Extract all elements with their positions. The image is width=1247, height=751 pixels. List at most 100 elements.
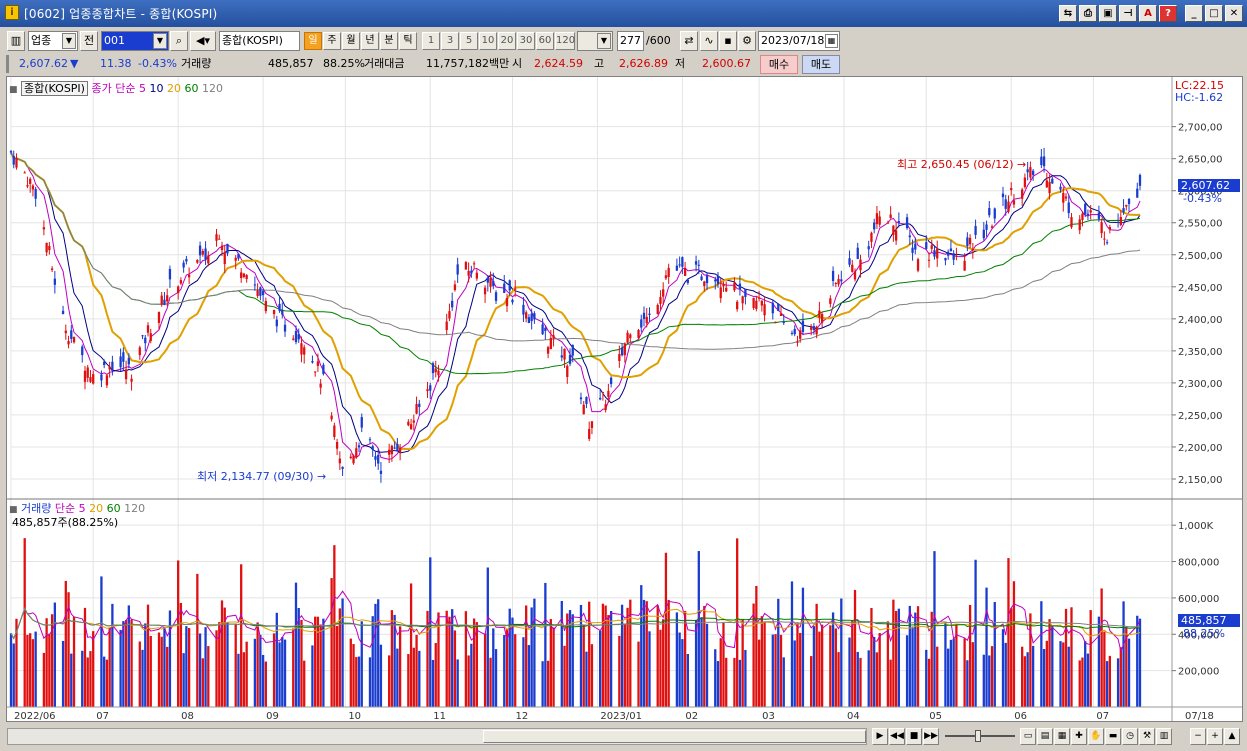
chevron-down-icon[interactable]: ▼ (62, 33, 76, 49)
candle-body (971, 249, 974, 251)
candle-body (1084, 203, 1087, 215)
sell-button[interactable]: 매도 (802, 55, 840, 74)
volume-bar (820, 624, 824, 707)
code-input[interactable]: 001 ▼ (101, 31, 169, 51)
compare-icon[interactable]: ⇄ (680, 31, 698, 51)
volume-bar (456, 659, 459, 707)
volume-bar (185, 626, 188, 707)
chevron-down-icon[interactable]: ▼ (597, 33, 611, 49)
candle-body (100, 374, 103, 381)
volume-bar (166, 646, 169, 707)
legend-symbol[interactable]: 종합(KOSPI) (21, 81, 88, 96)
rewind-button[interactable]: ◀◀ (889, 728, 905, 745)
candle-body (590, 421, 594, 429)
print-icon[interactable]: ⎙ (1079, 5, 1097, 22)
volume-bar (398, 626, 402, 707)
settings-gear-icon[interactable]: ⚙ (738, 31, 756, 51)
candle-body (642, 312, 646, 319)
interval-30[interactable]: 30 (517, 32, 535, 50)
ruler-icon[interactable]: ▬ (1105, 728, 1121, 745)
volume-bar (9, 633, 13, 707)
speaker-icon[interactable]: ◀▾ (190, 31, 216, 51)
calendar-icon[interactable]: ▦ (825, 34, 838, 48)
candle-body (245, 275, 248, 279)
forward-button[interactable]: ▶▶ (923, 728, 939, 745)
candle-body (31, 185, 35, 190)
interval-10[interactable]: 10 (479, 32, 497, 50)
zoom-in-icon[interactable]: + (1207, 728, 1223, 745)
grid-icon[interactable]: ▦ (1054, 728, 1070, 745)
volume-bar (245, 641, 248, 707)
chart-icon[interactable]: ▥ (1156, 728, 1172, 745)
candle-body (283, 324, 287, 332)
candle-body (103, 361, 106, 365)
maximize-button[interactable]: □ (1205, 5, 1223, 22)
volume-bar (83, 607, 87, 707)
hand-icon[interactable]: ✋ (1088, 728, 1104, 745)
y-tick-label: 800,000 (1178, 558, 1219, 569)
chart-area[interactable]: 2,700,00 2,650,00 2,600,00 2,550,00 2,500,00… (6, 76, 1243, 722)
interval-3[interactable]: 3 (441, 32, 459, 50)
buy-button[interactable]: 매수 (760, 55, 798, 74)
chart-canvas[interactable]: 2,700,00 2,650,00 2,600,00 2,550,00 2,500,00… (7, 77, 1242, 722)
y-tick-label: 2,500,00 (1178, 251, 1223, 262)
candle-body (15, 157, 18, 168)
candle-body (371, 446, 374, 450)
volume-bar (1119, 647, 1122, 707)
period-week[interactable]: 주 (323, 32, 341, 50)
crosshair-icon[interactable]: ✚ (1071, 728, 1087, 745)
volume-bar (393, 614, 396, 707)
count-input[interactable]: 277 (617, 31, 644, 51)
date-input[interactable]: 2023/07/18 ▦ (758, 31, 840, 51)
layout-icon[interactable]: ▤ (1037, 728, 1053, 745)
volume-bar (483, 633, 487, 707)
candle-body (870, 232, 873, 242)
volume-bar (111, 603, 114, 707)
candle-body (215, 234, 218, 241)
volume-bar (796, 622, 799, 707)
prev-button[interactable]: 전 (80, 31, 98, 51)
pin-icon[interactable]: ⊣ (1119, 5, 1137, 22)
candle-body (492, 280, 495, 287)
chart-type-icon[interactable]: ▥ (7, 31, 25, 51)
scrollbar-thumb[interactable] (483, 730, 866, 743)
period-year[interactable]: 년 (361, 32, 379, 50)
search-icon[interactable]: ⌕ (170, 31, 188, 51)
interval-20[interactable]: 20 (498, 32, 516, 50)
save-icon[interactable]: ▣ (1099, 5, 1117, 22)
volume-bar (988, 655, 991, 707)
interval-5[interactable]: 5 (460, 32, 478, 50)
market-select[interactable]: 업종 ▼ (28, 31, 78, 51)
candle-body (777, 303, 780, 311)
period-tick[interactable]: 틱 (399, 32, 417, 50)
indicator-icon[interactable]: ∿ (700, 31, 718, 51)
expand-icon[interactable]: ▲ (1224, 728, 1240, 745)
clock-icon[interactable]: ◷ (1122, 728, 1138, 745)
horizontal-scrollbar[interactable] (7, 728, 867, 745)
zoom-out-icon[interactable]: − (1190, 728, 1206, 745)
volume-bar (955, 624, 958, 707)
interval-60[interactable]: 60 (536, 32, 554, 50)
minimize-button[interactable]: _ (1185, 5, 1203, 22)
candle-body (1136, 188, 1139, 198)
font-icon[interactable]: A (1139, 5, 1157, 22)
interval-120[interactable]: 120 (555, 32, 575, 50)
chevron-down-icon[interactable]: ▼ (153, 33, 167, 49)
period-month[interactable]: 월 (342, 32, 360, 50)
period-minute[interactable]: 분 (380, 32, 398, 50)
view-icon[interactable]: ▭ (1020, 728, 1036, 745)
close-button[interactable]: ✕ (1225, 5, 1243, 22)
disk-icon[interactable]: ▪ (719, 31, 737, 51)
tool-icon[interactable]: ⚒ (1139, 728, 1155, 745)
candle-body (335, 441, 339, 449)
link-icon[interactable]: ⇆ (1059, 5, 1077, 22)
volume-bar (664, 552, 668, 707)
zoom-slider-handle[interactable] (975, 730, 981, 742)
period-day[interactable]: 일 (304, 32, 322, 50)
help-icon[interactable]: ? (1159, 5, 1177, 22)
interval-1[interactable]: 1 (422, 32, 440, 50)
play-button[interactable]: ▶ (872, 728, 888, 745)
interval-custom-select[interactable]: ▼ (577, 31, 613, 51)
stop-button[interactable]: ■ (906, 728, 922, 745)
candle-body (892, 225, 895, 235)
